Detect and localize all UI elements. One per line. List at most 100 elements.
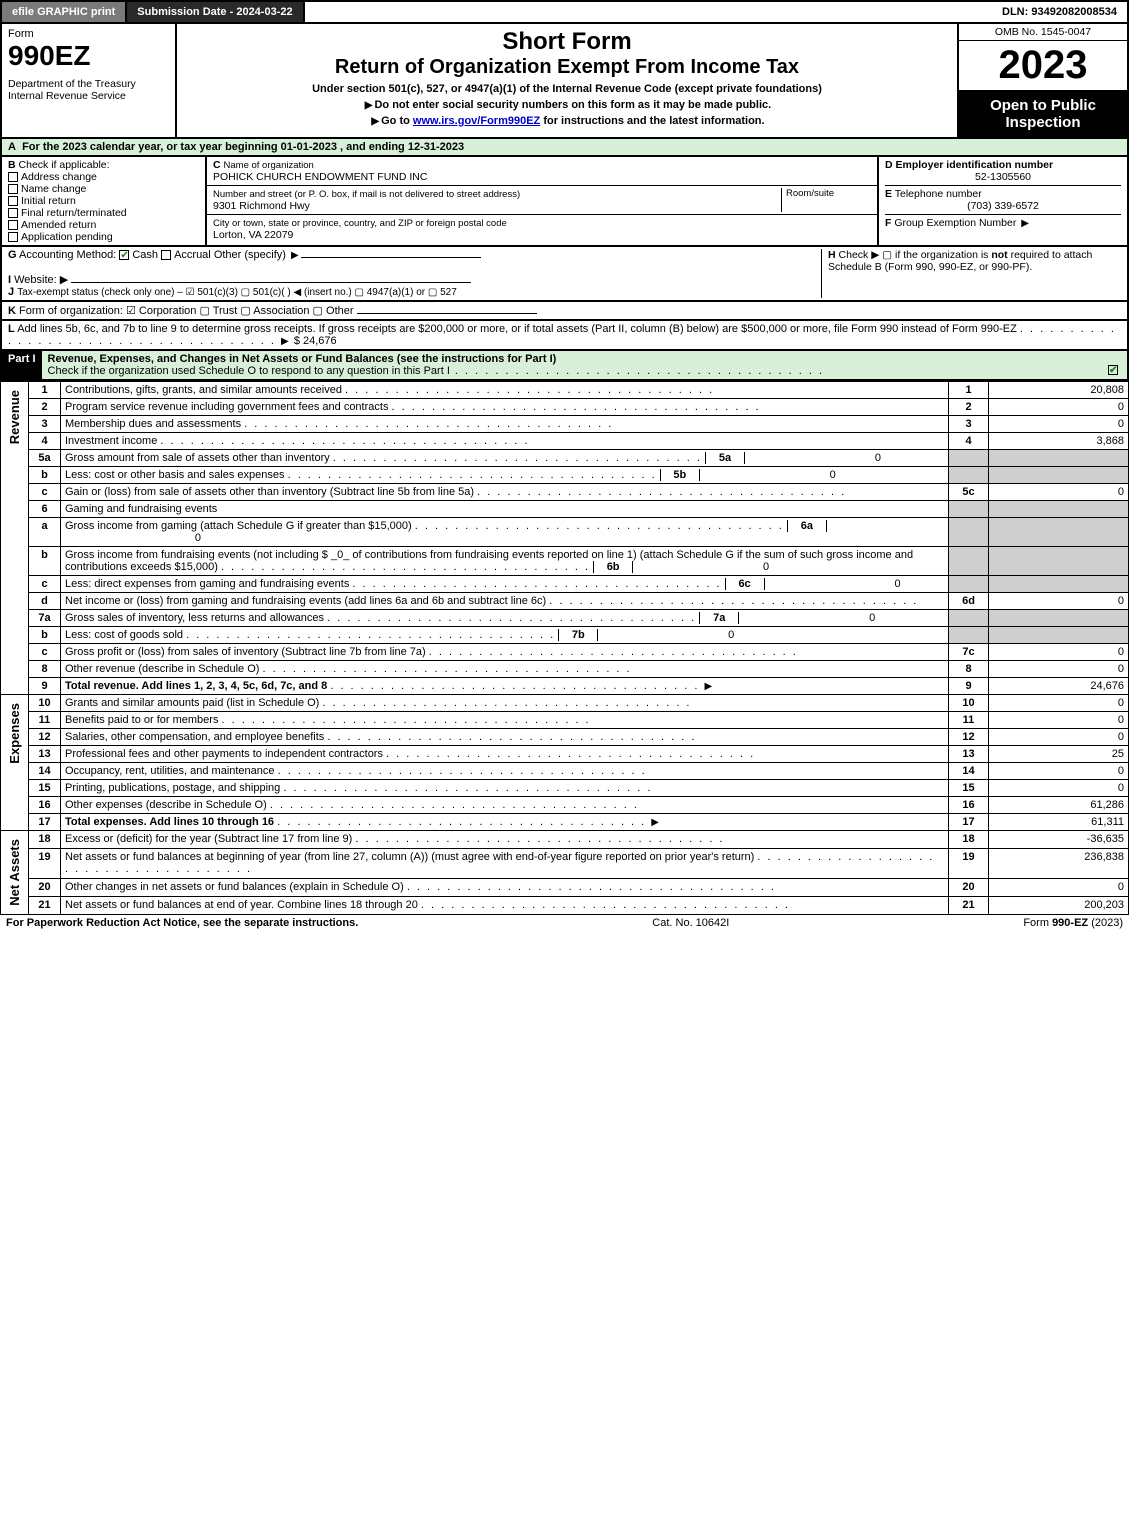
line-description: Investment income bbox=[61, 433, 949, 450]
ein-value: 52-1305560 bbox=[885, 171, 1121, 183]
line-description: Excess or (deficit) for the year (Subtra… bbox=[61, 831, 949, 849]
city-label: City or town, state or province, country… bbox=[213, 218, 507, 229]
line-description: Contributions, gifts, grants, and simila… bbox=[61, 382, 949, 399]
line-number: b bbox=[29, 547, 61, 576]
footer-cat: Cat. No. 10642I bbox=[652, 917, 729, 929]
table-row: 5aGross amount from sale of assets other… bbox=[1, 450, 1129, 467]
line-description: Less: direct expenses from gaming and fu… bbox=[61, 576, 949, 593]
room-suite-label: Room/suite bbox=[781, 188, 871, 212]
accounting-method-label: Accounting Method: bbox=[19, 249, 116, 261]
city-state-zip: Lorton, VA 22079 bbox=[213, 229, 293, 241]
telephone-label: Telephone number bbox=[895, 188, 982, 200]
table-row: 8Other revenue (describe in Schedule O) … bbox=[1, 661, 1129, 678]
chk-final-return[interactable] bbox=[8, 208, 18, 218]
title-return: Return of Organization Exempt From Incom… bbox=[183, 56, 951, 79]
website-label: Website: ▶ bbox=[14, 274, 68, 286]
table-row: 13Professional fees and other payments t… bbox=[1, 746, 1129, 763]
line-description: Less: cost or other basis and sales expe… bbox=[61, 467, 949, 484]
form-number: 990EZ bbox=[8, 40, 169, 72]
line-number: 17 bbox=[29, 814, 61, 831]
table-row: 16Other expenses (describe in Schedule O… bbox=[1, 797, 1129, 814]
line-description: Other changes in net assets or fund bala… bbox=[61, 879, 949, 897]
line-description: Gross profit or (loss) from sales of inv… bbox=[61, 644, 949, 661]
line-value: 61,311 bbox=[989, 814, 1129, 831]
line-description: Gross income from gaming (attach Schedul… bbox=[61, 518, 949, 547]
chk-cash[interactable] bbox=[119, 250, 129, 260]
line-number: b bbox=[29, 627, 61, 644]
form-header: Form 990EZ Department of the Treasury In… bbox=[0, 24, 1129, 139]
line-value: 20,808 bbox=[989, 382, 1129, 399]
table-row: 15Printing, publications, postage, and s… bbox=[1, 780, 1129, 797]
note-ssn-text: Do not enter social security numbers on … bbox=[374, 99, 771, 111]
table-row: 17Total expenses. Add lines 10 through 1… bbox=[1, 814, 1129, 831]
table-row: 20Other changes in net assets or fund ba… bbox=[1, 879, 1129, 897]
header-right: OMB No. 1545-0047 2023 Open to Public In… bbox=[957, 24, 1127, 137]
line-box: 8 bbox=[949, 661, 989, 678]
line-box: 20 bbox=[949, 879, 989, 897]
website-input[interactable] bbox=[71, 282, 471, 283]
line-value: 0 bbox=[989, 661, 1129, 678]
note-link: Go to www.irs.gov/Form990EZ for instruct… bbox=[183, 115, 951, 127]
line-description: Salaries, other compensation, and employ… bbox=[61, 729, 949, 746]
footer-left: For Paperwork Reduction Act Notice, see … bbox=[6, 917, 358, 929]
line-description: Grants and similar amounts paid (list in… bbox=[61, 695, 949, 712]
line-box: 10 bbox=[949, 695, 989, 712]
submission-date-button[interactable]: Submission Date - 2024-03-22 bbox=[127, 2, 304, 22]
line-l-text: Add lines 5b, 6c, and 7b to line 9 to de… bbox=[17, 323, 1017, 335]
line-number: 10 bbox=[29, 695, 61, 712]
org-name: POHICK CHURCH ENDOWMENT FUND INC bbox=[213, 171, 427, 183]
line-number: a bbox=[29, 518, 61, 547]
gross-receipts-amount: $ 24,676 bbox=[294, 335, 337, 347]
line-value: 0 bbox=[989, 644, 1129, 661]
line-value: -36,635 bbox=[989, 831, 1129, 849]
line-number: 7a bbox=[29, 610, 61, 627]
line-value bbox=[989, 610, 1129, 627]
line-box bbox=[949, 576, 989, 593]
header-left: Form 990EZ Department of the Treasury In… bbox=[2, 24, 177, 137]
chk-initial-return[interactable] bbox=[8, 196, 18, 206]
line-number: 15 bbox=[29, 780, 61, 797]
irs-link[interactable]: www.irs.gov/Form990EZ bbox=[413, 115, 540, 127]
line-description: Other revenue (describe in Schedule O) bbox=[61, 661, 949, 678]
table-row: 12Salaries, other compensation, and empl… bbox=[1, 729, 1129, 746]
chk-amended-return[interactable] bbox=[8, 220, 18, 230]
line-k: K Form of organization: ☑ Corporation ▢ … bbox=[0, 302, 1129, 321]
table-row: cGain or (loss) from sale of assets othe… bbox=[1, 484, 1129, 501]
form-of-organization: Form of organization: ☑ Corporation ▢ Tr… bbox=[19, 305, 354, 317]
line-box: 12 bbox=[949, 729, 989, 746]
line-box: 17 bbox=[949, 814, 989, 831]
line-description: Gross amount from sale of assets other t… bbox=[61, 450, 949, 467]
line-value: 3,868 bbox=[989, 433, 1129, 450]
line-description: Net income or (loss) from gaming and fun… bbox=[61, 593, 949, 610]
table-row: 11Benefits paid to or for members 110 bbox=[1, 712, 1129, 729]
line-description: Professional fees and other payments to … bbox=[61, 746, 949, 763]
line-description: Less: cost of goods sold 7b0 bbox=[61, 627, 949, 644]
line-number: c bbox=[29, 644, 61, 661]
table-row: cGross profit or (loss) from sales of in… bbox=[1, 644, 1129, 661]
line-description: Net assets or fund balances at end of ye… bbox=[61, 896, 949, 914]
line-number: 8 bbox=[29, 661, 61, 678]
line-description: Gross sales of inventory, less returns a… bbox=[61, 610, 949, 627]
accounting-other-input[interactable] bbox=[301, 257, 481, 258]
table-row: aGross income from gaming (attach Schedu… bbox=[1, 518, 1129, 547]
chk-name-change[interactable] bbox=[8, 184, 18, 194]
chk-address-change[interactable] bbox=[8, 172, 18, 182]
line-description: Membership dues and assessments bbox=[61, 416, 949, 433]
line-box: 3 bbox=[949, 416, 989, 433]
top-bar: efile GRAPHIC print Submission Date - 20… bbox=[0, 0, 1129, 24]
efile-print-button[interactable]: efile GRAPHIC print bbox=[2, 2, 127, 22]
line-description: Total expenses. Add lines 10 through 16 bbox=[61, 814, 949, 831]
org-block: B Check if applicable: Address change Na… bbox=[0, 157, 1129, 247]
line-description: Other expenses (describe in Schedule O) bbox=[61, 797, 949, 814]
financial-table: Revenue1Contributions, gifts, grants, an… bbox=[0, 381, 1129, 915]
org-name-label: Name of organization bbox=[224, 160, 314, 171]
org-other-input[interactable] bbox=[357, 313, 537, 314]
chk-application-pending[interactable] bbox=[8, 232, 18, 242]
line-number: d bbox=[29, 593, 61, 610]
table-row: 2Program service revenue including gover… bbox=[1, 399, 1129, 416]
part-i-title-box: Revenue, Expenses, and Changes in Net As… bbox=[42, 351, 1127, 379]
part-i-title: Revenue, Expenses, and Changes in Net As… bbox=[48, 353, 557, 365]
chk-schedule-o[interactable] bbox=[1108, 365, 1118, 375]
line-box bbox=[949, 547, 989, 576]
chk-accrual[interactable] bbox=[161, 250, 171, 260]
